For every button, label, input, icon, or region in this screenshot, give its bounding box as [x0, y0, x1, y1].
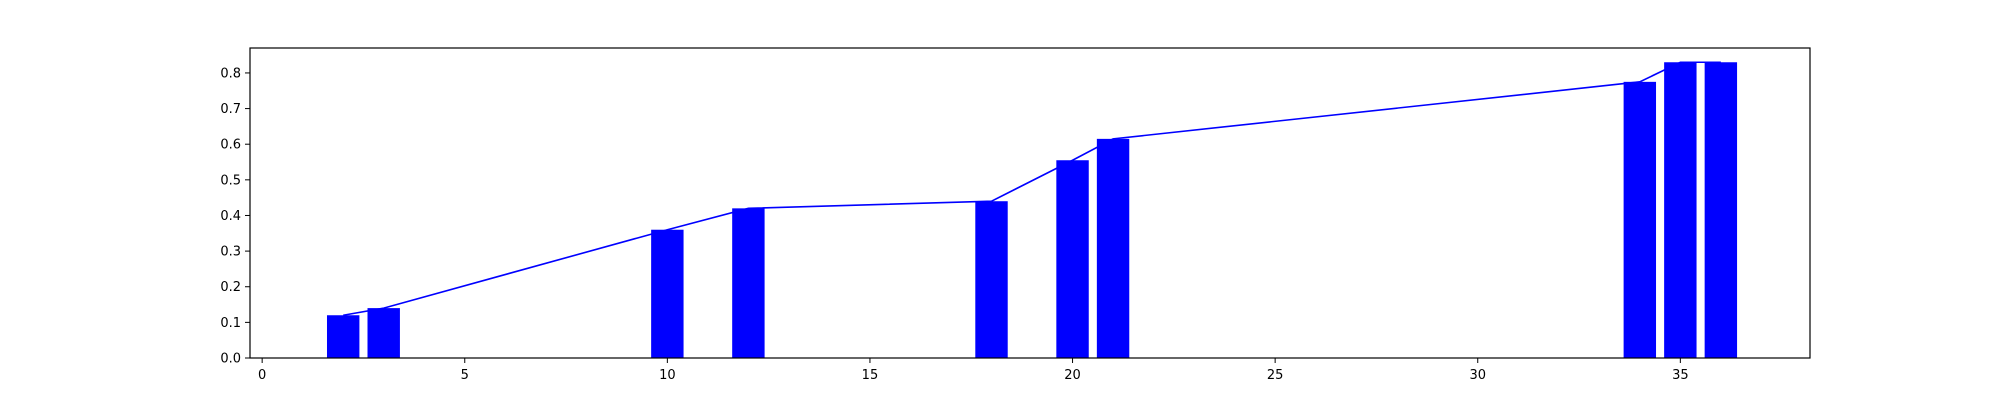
bar-2: [651, 229, 684, 358]
x-tick-label: 30: [1469, 368, 1486, 383]
y-tick-label: 0.1: [220, 316, 241, 331]
x-axis: 0 5 10 15 20 25 30 35: [258, 358, 1689, 383]
bars-group: [326, 62, 1738, 359]
bar-1: [367, 308, 400, 358]
x-tick-label: 15: [862, 368, 879, 383]
bar-9: [1704, 62, 1738, 359]
y-tick-label: 0.5: [220, 173, 241, 188]
y-tick-label: 0.8: [220, 66, 241, 81]
plot-frame: [249, 47, 1811, 359]
x-tick-label: 10: [659, 368, 676, 383]
y-tick-label: 0.6: [220, 138, 241, 153]
bar-3: [732, 208, 765, 358]
bar-5: [1056, 160, 1089, 358]
bar-7: [1623, 81, 1657, 358]
y-tick-label: 0.3: [220, 245, 241, 260]
bar-0: [326, 315, 360, 358]
x-tick-label: 25: [1267, 368, 1284, 383]
series-line: [343, 61, 1721, 317]
y-tick-label: 0.0: [220, 352, 241, 367]
y-tick-label: 0.7: [220, 102, 241, 117]
line-layer: [343, 61, 1721, 317]
y-tick-label: 0.4: [220, 209, 241, 224]
bar-8: [1664, 62, 1697, 359]
x-tick-label: 5: [461, 368, 469, 383]
y-tick-label: 0.2: [220, 280, 241, 295]
y-axis: 0.0 0.1 0.2 0.3 0.4 0.5 0.6 0.7 0.8: [220, 66, 250, 367]
bar-4: [975, 201, 1008, 358]
x-tick-label: 0: [258, 368, 266, 383]
x-tick-label: 20: [1064, 368, 1081, 383]
x-tick-label: 35: [1672, 368, 1689, 383]
bar-6: [1096, 138, 1130, 358]
